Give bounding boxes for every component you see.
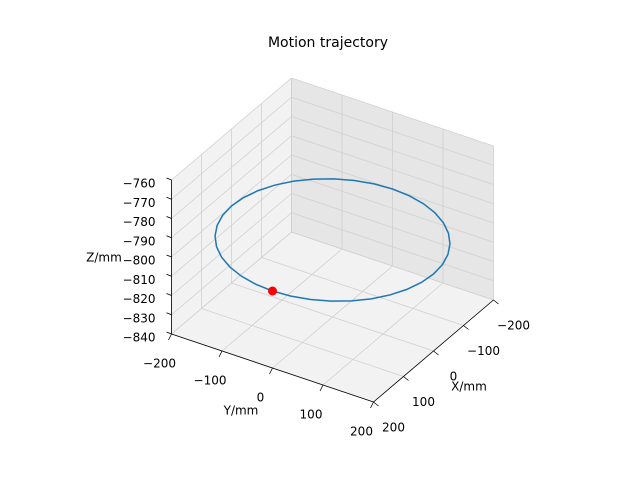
chart-title: Motion trajectory: [268, 35, 388, 51]
x-axis-label: X/mm: [451, 380, 487, 394]
z-tick-label: −790: [123, 234, 156, 248]
grid-line: [322, 282, 444, 386]
tick-mark: [166, 273, 172, 277]
z-tick-label: −780: [123, 215, 156, 229]
grid-line: [291, 173, 494, 243]
grid-line: [291, 231, 494, 301]
z-tick-label: −770: [123, 196, 156, 210]
grid-line: [171, 135, 292, 239]
tick-mark: [319, 384, 324, 392]
z-tick-label: −800: [123, 254, 156, 268]
y-tick-label: −100: [194, 374, 227, 388]
grid-line: [171, 231, 292, 335]
y-tick-label: −200: [143, 357, 176, 371]
y-tick-label: 0: [257, 391, 265, 405]
tick-mark: [166, 312, 172, 316]
z-tick-label: −830: [123, 311, 156, 325]
x-tick-label: 100: [412, 395, 435, 409]
grid-line: [291, 135, 494, 205]
plot-area: [214, 178, 451, 302]
tick-mark: [168, 333, 172, 341]
tick-mark: [463, 325, 469, 330]
tick-mark: [166, 196, 172, 200]
tick-mark: [433, 350, 439, 356]
y-axis-line: [171, 333, 374, 403]
tick-mark: [493, 299, 499, 305]
tick-mark: [373, 401, 379, 407]
x-tick-label: −200: [497, 319, 530, 333]
tick-mark: [166, 177, 172, 181]
axes: −200 −100 0 100 200 −200 −100 0 100 200 −840 −830 −8…: [123, 177, 530, 439]
x-tick-label: 0: [450, 370, 458, 384]
z-tick-label: −840: [123, 331, 156, 345]
grid-line: [291, 116, 494, 185]
tick-mark: [370, 401, 374, 409]
grid-line: [272, 265, 393, 369]
tick-mark: [166, 216, 172, 219]
tick-mark: [403, 376, 409, 381]
grid-line: [171, 193, 292, 296]
y-tick-label: 100: [300, 408, 323, 422]
tick-mark: [269, 367, 273, 375]
tick-mark: [166, 235, 172, 239]
y-tick-label: 200: [350, 425, 373, 439]
marker-point: [268, 286, 277, 296]
x-tick-label: −100: [467, 344, 500, 358]
tick-mark: [166, 254, 172, 258]
trajectory-line: [214, 178, 451, 302]
grid-line: [221, 248, 343, 352]
z-tick-label: −820: [123, 292, 156, 306]
grid-line: [171, 116, 292, 219]
grid-line: [291, 96, 494, 166]
grid-line: [291, 212, 494, 282]
z-axis-label: Z/mm: [86, 251, 122, 265]
grid-line: [291, 193, 494, 262]
x-tick-label: 200: [382, 421, 405, 435]
z-tick-label: −810: [123, 273, 156, 287]
y-axis-label: Y/mm: [223, 404, 259, 418]
x-axis-line: [373, 299, 494, 403]
tick-mark: [166, 293, 172, 296]
tick-mark: [218, 350, 223, 358]
grid-line: [171, 77, 292, 181]
grid-line: [171, 173, 292, 277]
grid-line: [171, 212, 292, 316]
tick-mark: [166, 331, 172, 335]
grid-line: [171, 96, 292, 200]
z-tick-label: −760: [123, 177, 156, 191]
grid-line: [291, 77, 494, 147]
